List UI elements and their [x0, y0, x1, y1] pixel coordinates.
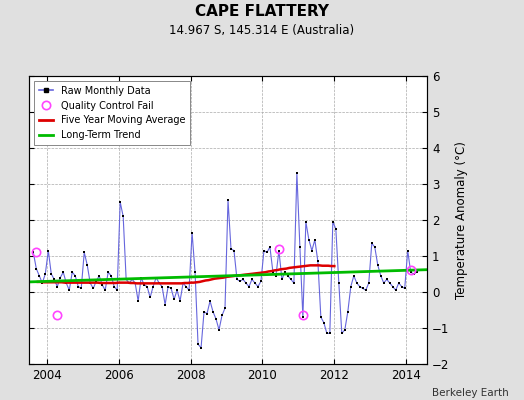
- Y-axis label: Temperature Anomaly (°C): Temperature Anomaly (°C): [455, 141, 468, 299]
- Text: 14.967 S, 145.314 E (Australia): 14.967 S, 145.314 E (Australia): [169, 24, 355, 37]
- Legend: Raw Monthly Data, Quality Control Fail, Five Year Moving Average, Long-Term Tren: Raw Monthly Data, Quality Control Fail, …: [34, 81, 190, 145]
- Text: Berkeley Earth: Berkeley Earth: [432, 388, 508, 398]
- Text: CAPE FLATTERY: CAPE FLATTERY: [195, 4, 329, 19]
